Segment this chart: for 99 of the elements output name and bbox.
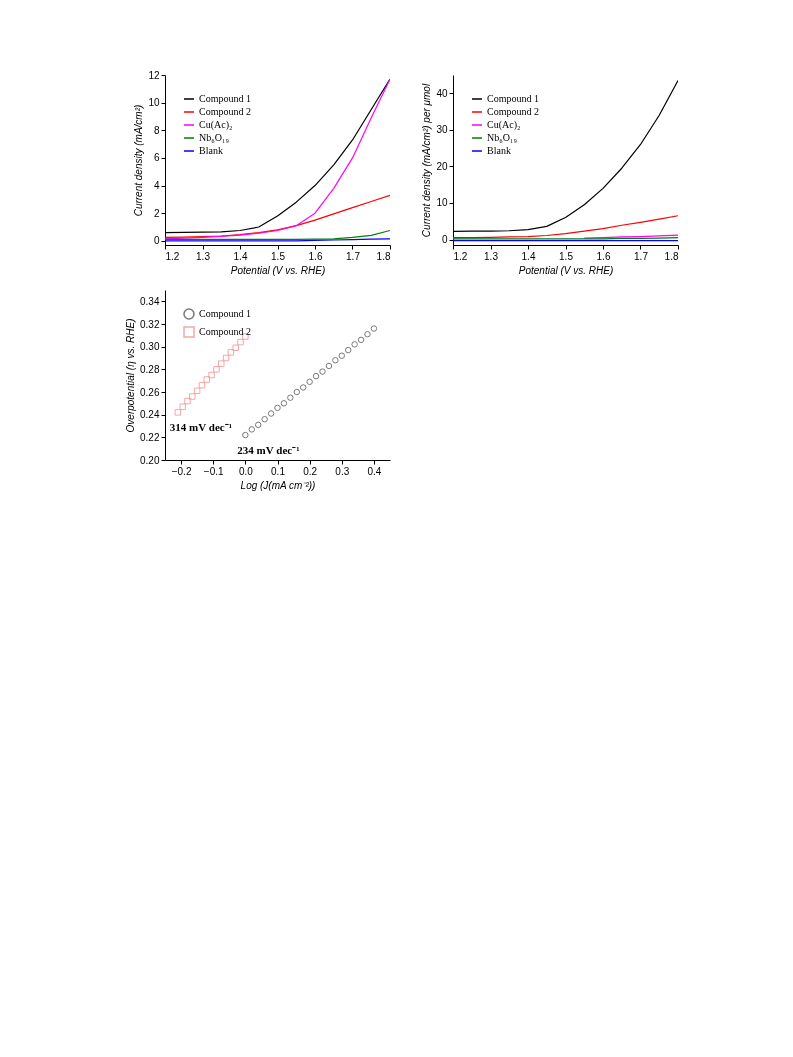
point	[312, 372, 320, 380]
legend-label: Nb₆O₁₉	[487, 132, 518, 143]
point	[274, 404, 281, 412]
y-tick-label: 4	[153, 180, 160, 192]
line-series	[165, 229, 390, 241]
y-tick-label: 6	[153, 152, 160, 164]
x-tick-label: 0.4	[367, 465, 382, 477]
x-tick-label: 0.2	[303, 465, 318, 477]
x-tick-label: 1.5	[271, 250, 286, 262]
x-axis-title: Potential (V vs. RHE)	[230, 264, 326, 276]
point	[227, 349, 235, 356]
point	[299, 384, 307, 391]
legend-label: Cu(Ac)₂	[487, 119, 521, 131]
x-tick-label: −0.1	[203, 465, 225, 477]
point	[248, 426, 256, 433]
point	[208, 371, 215, 379]
legend-label: Nb₆O₁₉	[199, 132, 230, 143]
point	[293, 388, 301, 396]
y-axis-title: Current density (mA/cm²) per μmol	[421, 83, 433, 238]
point	[306, 378, 313, 386]
y-tick-label: 30	[436, 124, 448, 136]
x-tick-label: 1.8	[376, 250, 391, 262]
point	[218, 360, 225, 367]
legend-label: Compound 2	[199, 106, 251, 117]
point	[319, 368, 326, 375]
x-tick-label: 1.5	[559, 250, 574, 262]
point	[242, 431, 249, 439]
y-tick-label: 20	[436, 160, 448, 172]
point	[370, 325, 378, 332]
y-tick-label: 0.26	[140, 386, 160, 398]
point	[332, 357, 339, 364]
point	[351, 341, 358, 348]
y-tick-label: 0.28	[140, 363, 160, 375]
y-tick-label: 0.34	[140, 295, 160, 307]
line-series	[453, 215, 678, 239]
x-axis-title: Log (J(mA cm⁻²))	[240, 479, 316, 491]
y-tick-label: 12	[148, 69, 160, 81]
point	[237, 338, 244, 346]
point	[364, 330, 371, 338]
legend-label: Compound 1	[487, 93, 539, 104]
x-tick-label: 1.4	[233, 250, 248, 262]
y-tick-label: 10	[148, 97, 160, 109]
point	[261, 415, 268, 423]
point	[287, 394, 294, 401]
point	[280, 400, 288, 407]
legend-label: Compound 2	[487, 106, 539, 117]
legend-label: Blank	[199, 145, 223, 156]
y-tick-label: 0.22	[140, 431, 160, 443]
y-axis-title: Current density (mA/cm²)	[133, 104, 145, 217]
point	[325, 362, 333, 370]
y-tick-label: 0.24	[140, 409, 160, 421]
y-tick-label: 0	[153, 235, 160, 247]
legend-label: Compound 1	[199, 93, 251, 104]
point	[357, 336, 365, 344]
point	[222, 354, 230, 362]
annotation: 314 mV dec⁻¹	[169, 421, 232, 434]
legend-label: Blank	[487, 145, 511, 156]
point	[213, 366, 220, 373]
point	[189, 393, 196, 400]
legend-label: Compound 2	[199, 326, 251, 337]
x-tick-label: −0.2	[171, 465, 192, 477]
x-tick-label: 0.3	[335, 465, 350, 477]
y-tick-label: 0	[441, 234, 448, 246]
x-tick-label: 1.6	[596, 250, 611, 262]
legend-label: Cu(Ac)₂	[199, 119, 233, 131]
line-series	[165, 194, 390, 238]
x-tick-label: 1.8	[664, 250, 679, 262]
point	[338, 352, 346, 359]
x-tick-label: 1.6	[308, 250, 323, 262]
legend-label: Compound 1	[199, 308, 251, 319]
point	[267, 410, 275, 417]
point	[174, 409, 182, 416]
x-tick-label: 0.0	[238, 465, 254, 477]
y-tick-label: 8	[153, 124, 160, 136]
x-tick-label: 1.4	[521, 250, 536, 262]
point	[179, 403, 186, 410]
x-tick-label: 1.7	[634, 250, 649, 262]
point	[344, 346, 352, 354]
point	[203, 376, 211, 383]
point	[184, 397, 191, 405]
point	[198, 381, 206, 389]
y-tick-label: 0.32	[140, 318, 160, 330]
x-tick-label: 1.3	[196, 250, 211, 262]
x-tick-label: 1.3	[484, 250, 499, 262]
x-tick-label: 1.2	[453, 250, 468, 262]
annotation: 234 mV dec⁻¹	[237, 444, 300, 457]
point	[254, 421, 262, 429]
x-tick-label: 1.7	[346, 250, 361, 262]
x-tick-label: 1.2	[165, 250, 180, 262]
y-tick-label: 0.20	[140, 454, 160, 466]
x-axis-title: Potential (V vs. RHE)	[518, 264, 614, 276]
y-axis-title: Overpotential (η vs. RHE)	[125, 318, 137, 433]
point	[232, 344, 239, 352]
y-tick-label: 2	[153, 207, 160, 219]
y-tick-label: 40	[436, 87, 448, 99]
x-tick-label: 0.1	[271, 465, 286, 477]
point	[193, 387, 201, 395]
y-tick-label: 10	[436, 197, 448, 209]
y-tick-label: 0.30	[140, 341, 160, 353]
